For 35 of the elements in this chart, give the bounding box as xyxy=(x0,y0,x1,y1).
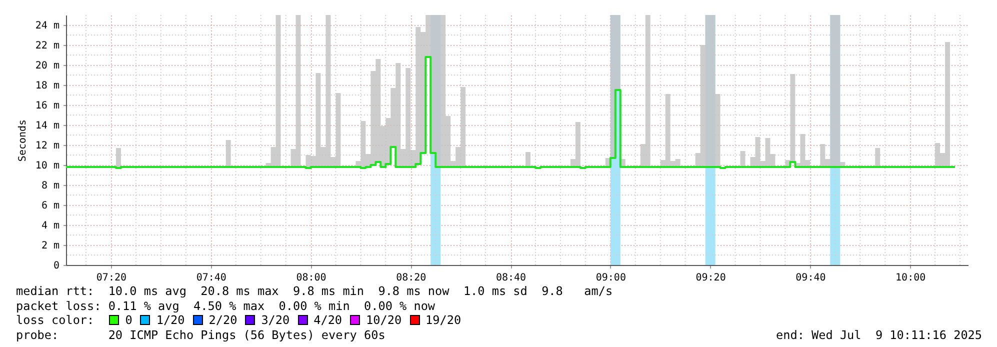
text: 0 xyxy=(125,313,132,328)
x-tick-label: 09:20 xyxy=(696,272,726,284)
x-tick-label: 07:20 xyxy=(96,272,127,284)
text: end: Wed Jul 9 10:11:16 2025 xyxy=(776,328,982,342)
y-tick-label: 16 m xyxy=(35,100,60,112)
text: loss color: xyxy=(16,313,96,328)
text: 10/20 xyxy=(366,313,402,328)
x-tick-label: 07:40 xyxy=(196,272,226,284)
text: 19/20 xyxy=(426,313,462,328)
text: 1/20 xyxy=(156,313,185,328)
text: probe: 20 ICMP Echo Pings (56 Bytes) every 60s xyxy=(16,328,386,342)
x-tick-label: 09:00 xyxy=(596,272,626,284)
x-tick-label: 09:40 xyxy=(796,272,826,284)
text: 2/20 xyxy=(208,313,238,328)
text: 3/20 xyxy=(261,313,290,328)
y-tick-label: 14 m xyxy=(35,120,60,132)
y-axis-title: Seconds xyxy=(17,119,28,162)
y-tick-label: 0 xyxy=(53,260,60,272)
y-tick-label: 6 m xyxy=(41,200,60,212)
x-tick-label: 08:40 xyxy=(496,272,526,284)
x-tick-label: 10:00 xyxy=(896,272,926,284)
y-tick-label: 4 m xyxy=(41,220,60,232)
text: 4/20 xyxy=(314,313,342,328)
y-tick-label: 24 m xyxy=(35,20,60,32)
y-tick-label: 10 m xyxy=(35,160,60,172)
x-tick-label: 08:00 xyxy=(296,272,326,284)
y-tick-label: 2 m xyxy=(41,240,60,252)
text: median rtt: 10.0 ms avg 20.8 ms max 9.8 ms min 9.8 ms now 1.0 ms sd 9.8 am/s xyxy=(16,284,613,298)
y-tick-label: 12 m xyxy=(35,140,60,152)
text: packet loss: 0.11 % avg 4.50 % max 0.00 % min 0.00 % now xyxy=(16,298,436,313)
y-tick-label: 20 m xyxy=(35,60,60,72)
x-tick-label: 08:20 xyxy=(396,272,426,284)
y-tick-label: 22 m xyxy=(35,40,60,52)
y-tick-label: 18 m xyxy=(35,80,60,92)
y-tick-label: 8 m xyxy=(41,180,60,192)
